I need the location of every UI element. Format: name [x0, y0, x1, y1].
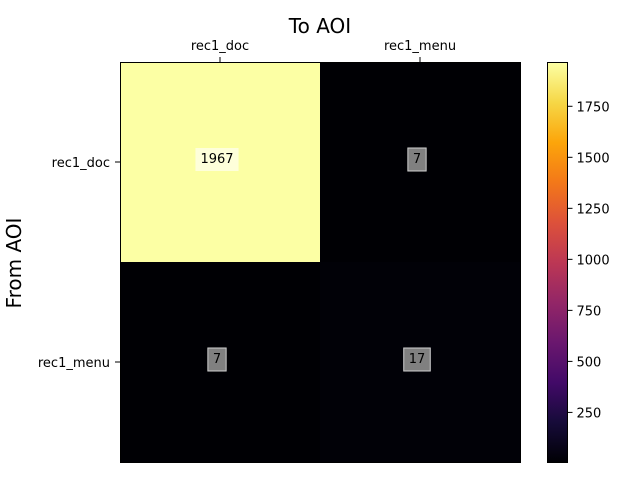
cell-value-text: 1967 [200, 152, 233, 167]
cell-value-box [407, 147, 427, 172]
cell-value-label: 7 [207, 347, 227, 372]
y-tick-label: rec1_doc [52, 156, 110, 171]
colorbar-tick-label: 1250 [577, 202, 610, 217]
cell-value-box [207, 347, 227, 372]
plot-frame [120, 62, 521, 463]
colorbar-tick-label: 500 [577, 355, 602, 370]
colorbar-tick-label: 250 [577, 406, 602, 421]
x-axis-ticks: rec1_doc rec1_menu [191, 39, 456, 62]
cell-value-label: 17 [403, 347, 431, 372]
cell-value-text: 7 [213, 352, 221, 367]
y-tick-label: rec1_menu [38, 356, 110, 371]
colorbar-gradient [547, 62, 568, 463]
colorbar-tick-label: 750 [577, 304, 602, 319]
y-axis-label: From AOI [2, 218, 26, 309]
x-tick-label: rec1_menu [384, 39, 456, 54]
y-axis-ticks: rec1_doc rec1_menu [38, 156, 120, 371]
cell-value-box [403, 347, 431, 372]
x-tick-label: rec1_doc [191, 39, 249, 54]
cell-value-label: 1967 [195, 148, 239, 171]
colorbar-tick-label: 1000 [577, 253, 610, 268]
colorbar-tick-label: 1500 [577, 151, 610, 166]
colorbar-tick-label: 1750 [577, 100, 610, 115]
heatmap-cell-labels: 1967 7 7 17 [195, 147, 431, 372]
chart-title: To AOI [288, 14, 351, 38]
cell-value-box [195, 148, 239, 171]
cell-value-text: 7 [413, 152, 421, 167]
cell-value-label: 7 [407, 147, 427, 172]
heatmap-cells [120, 62, 520, 462]
colorbar-ticks: 250 500 750 1000 1250 1500 1750 [567, 100, 610, 421]
cell-value-text: 17 [409, 352, 426, 367]
colorbar: 250 500 750 1000 1250 1500 1750 [547, 62, 610, 463]
